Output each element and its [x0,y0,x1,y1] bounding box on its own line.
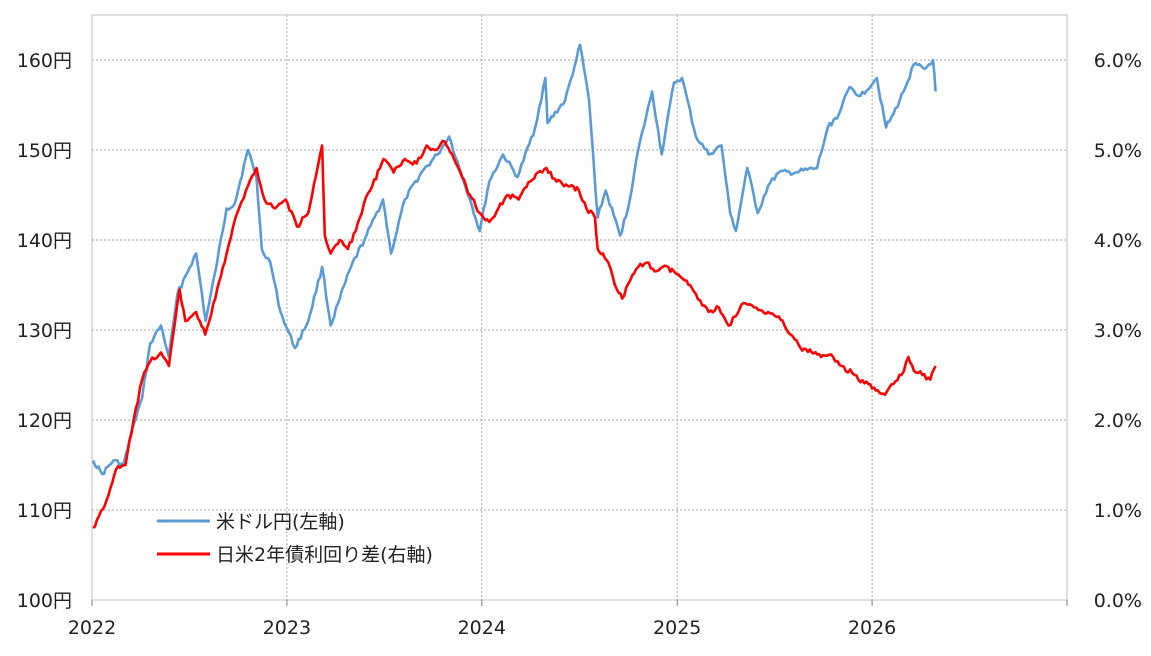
series-line [92,139,937,529]
right-tick-label: 3.0% [1094,320,1142,342]
legend-label-usdjpy: 米ドル円(左軸) [216,511,345,533]
left-tick-label: 140円 [17,230,72,252]
right-tick-label: 4.0% [1094,230,1142,252]
plot-area [91,14,1068,601]
left-tick-label: 110円 [17,500,72,522]
left-tick-label: 150円 [17,140,72,162]
x-tick-label: 2023 [263,617,311,639]
left-axis-ticks: 100円 110円 120円 130円 140円 150円 160円 [17,50,72,612]
gridlines [91,15,1068,606]
x-tick-label: 2025 [653,617,701,639]
left-tick-label: 160円 [17,50,72,72]
left-tick-label: 100円 [17,590,72,612]
x-tick-label: 2022 [68,617,116,639]
right-axis-ticks: 0.0% 1.0% 2.0% 3.0% 4.0% 5.0% 6.0% [1094,50,1142,612]
series-lines [91,43,937,529]
left-tick-label: 120円 [17,410,72,432]
left-tick-label: 130円 [17,320,72,342]
right-tick-label: 0.0% [1094,590,1142,612]
right-tick-label: 1.0% [1094,500,1142,522]
right-tick-label: 6.0% [1094,50,1142,72]
x-tick-label: 2026 [848,617,896,639]
right-tick-label: 2.0% [1094,410,1142,432]
legend: 米ドル円(左軸) 日米2年債利回り差(右軸) [157,511,433,566]
legend-label-yield-spread: 日米2年債利回り差(右軸) [216,544,433,566]
series-line [91,43,937,476]
right-tick-label: 5.0% [1094,140,1142,162]
x-tick-label: 2024 [458,617,506,639]
x-axis-ticks: 2022 2023 2024 2025 2026 [68,617,896,639]
